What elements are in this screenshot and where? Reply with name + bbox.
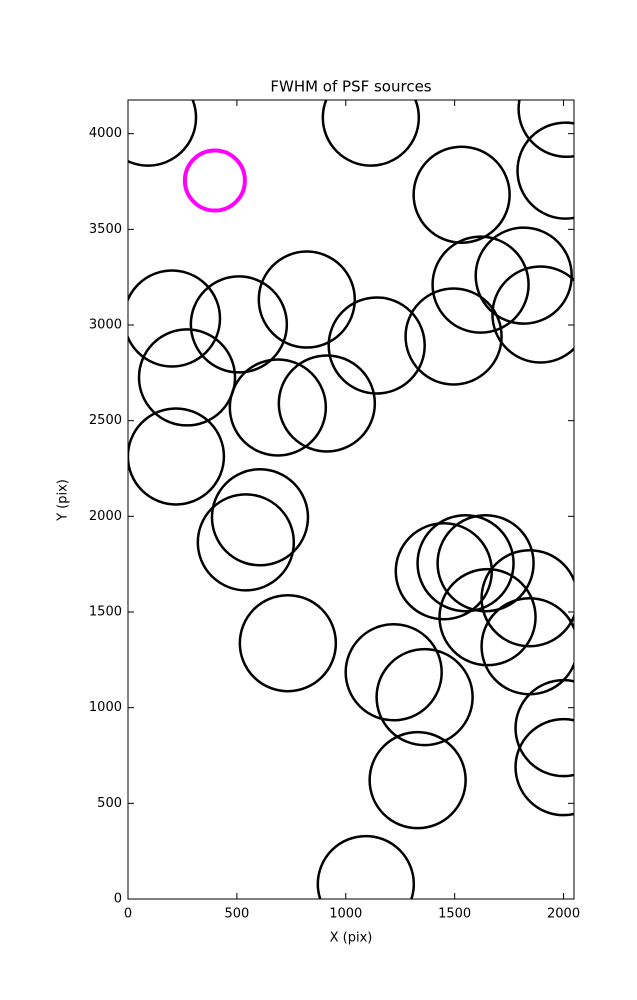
source-circle — [128, 100, 198, 167]
y-axis-label: Y (pix) — [56, 479, 71, 522]
source-circle — [436, 513, 535, 613]
x-tick-label: 1000 — [329, 907, 362, 922]
y-tick-label: 4000 — [89, 126, 122, 141]
x-axis-label: X (pix) — [330, 931, 373, 946]
source-circle — [327, 296, 426, 395]
source-circle — [344, 623, 443, 722]
source-circle — [210, 468, 310, 567]
source-circle — [491, 265, 574, 364]
y-tick-label: 0 — [114, 892, 122, 907]
source-circle — [368, 730, 467, 830]
x-tick-label: 0 — [124, 907, 132, 922]
source-circle — [128, 407, 226, 506]
y-tick-label: 1000 — [89, 700, 122, 715]
x-tick-label: 2000 — [547, 907, 580, 922]
plot-frame — [127, 99, 575, 900]
source-circle — [474, 226, 573, 325]
plot-area — [128, 100, 574, 899]
y-tick-label: 2000 — [89, 509, 122, 524]
source-circle — [516, 121, 574, 220]
source-circle — [404, 287, 503, 386]
source-circle — [412, 145, 511, 244]
source-circle — [375, 647, 474, 747]
y-tick-label: 1500 — [89, 605, 122, 620]
chart-title: FWHM of PSF sources — [270, 78, 431, 96]
source-circle — [196, 493, 296, 592]
source-circle — [257, 250, 357, 349]
source-circle — [514, 717, 574, 817]
y-tick-label: 500 — [97, 796, 122, 811]
source-circle — [316, 834, 416, 899]
source-circle — [238, 593, 338, 693]
y-tick-label: 3000 — [89, 318, 122, 333]
source-circle — [438, 567, 537, 667]
source-circle — [189, 275, 289, 374]
source-circle — [517, 100, 574, 159]
source-circle — [137, 328, 237, 427]
x-tick-label: 500 — [224, 907, 249, 922]
y-tick-label: 3500 — [89, 222, 122, 237]
source-circle — [431, 235, 530, 334]
source-circle — [182, 148, 247, 213]
source-circle — [228, 358, 328, 457]
source-circle — [277, 354, 377, 453]
y-tick-label: 2500 — [89, 413, 122, 428]
x-tick-label: 1500 — [438, 907, 471, 922]
source-circle — [514, 678, 574, 778]
source-circle — [394, 521, 494, 621]
source-circle — [416, 513, 515, 613]
source-circle — [480, 548, 574, 648]
source-circle — [128, 269, 222, 368]
source-circle — [321, 100, 421, 167]
